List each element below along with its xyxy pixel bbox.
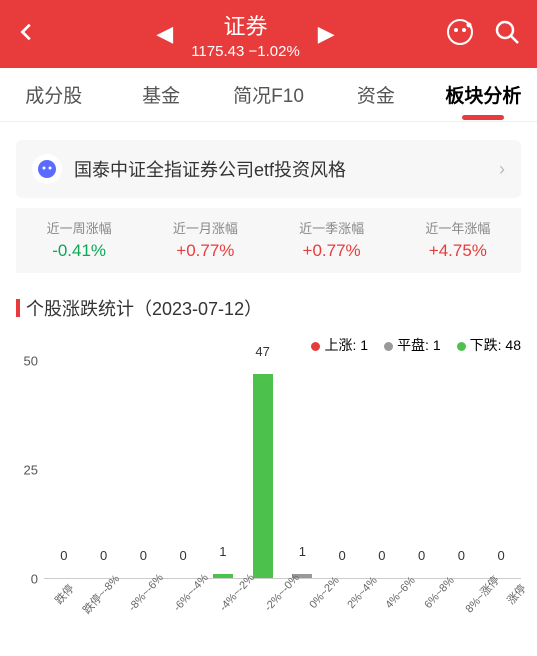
bar-column: 0 [84,361,124,578]
bar-chart: 02550 0 0 0 0 1 47 1 0 0 0 0 0 跌停跌停~-8%-8%~-6%-6%~-… [16,361,521,619]
stat-value: -0.41% [16,241,142,261]
tab[interactable]: 简况F10 [215,81,322,108]
section: 个股涨跌统计（2023-07-12） 上涨: 1平盘: 1下跌: 48 0255… [16,295,521,619]
bar-column: 0 [481,361,521,578]
tab[interactable]: 基金 [107,81,214,108]
stat-label: 近一年涨幅 [395,218,521,237]
robot-icon [32,154,62,184]
bar-column: 0 [442,361,482,578]
bar-column: 1 [203,361,243,578]
bar-value-label: 0 [458,548,465,563]
legend-dot [384,342,393,351]
stat-item: 近一月涨幅 +0.77% [142,208,268,273]
stat-value: +4.75% [395,241,521,261]
bar-value-label: 0 [60,548,67,563]
stat-label: 近一周涨幅 [16,218,142,237]
back-icon[interactable] [16,18,46,50]
y-tick: 25 [24,463,38,478]
bar-column: 0 [44,361,84,578]
bar-column: 0 [163,361,203,578]
app-header: ◀ 证券 1175.43 −1.02% ▶ [0,0,537,68]
bar-column: 0 [322,361,362,578]
bar-value-label: 1 [299,544,306,559]
x-axis: 跌停跌停~-8%-8%~-6%-6%~-4%-4%~-2%-2%~-0%0%~2… [44,579,521,619]
y-tick: 0 [31,572,38,587]
legend-item: 平盘: 1 [384,335,441,355]
chart-plot: 0 0 0 0 1 47 1 0 0 0 0 0 [44,361,521,579]
bar-value-label: 0 [378,548,385,563]
title-accent-bar [16,299,20,317]
bar-value-label: 0 [180,548,187,563]
legend-dot [457,342,466,351]
y-axis: 02550 [16,361,44,579]
etf-banner[interactable]: 国泰中证全指证券公司etf投资风格 › [16,140,521,198]
bar-column: 0 [124,361,164,578]
bar-value-label: 1 [219,544,226,559]
bar-column: 0 [362,361,402,578]
section-title: 个股涨跌统计（2023-07-12） [16,295,521,321]
bar [213,574,233,578]
bar-value-label: 0 [418,548,425,563]
stat-item: 近一周涨幅 -0.41% [16,208,142,273]
legend-dot [311,342,320,351]
bar-column: 47 [243,361,283,578]
bar-value-label: 0 [100,548,107,563]
period-stats: 近一周涨幅-0.41%近一月涨幅+0.77%近一季涨幅+0.77%近一年涨幅+4… [16,208,521,273]
tab[interactable]: 资金 [322,81,429,108]
prev-arrow-icon[interactable]: ◀ [156,21,173,47]
stat-item: 近一年涨幅 +4.75% [395,208,521,273]
stat-value: +0.77% [269,241,395,261]
chevron-right-icon: › [499,159,505,180]
bar-column: 1 [283,361,323,578]
stat-label: 近一月涨幅 [142,218,268,237]
tab[interactable]: 板块分析 [430,81,537,108]
stat-value: +0.77% [142,241,268,261]
y-tick: 50 [24,354,38,369]
bar-value-label: 0 [498,548,505,563]
stat-label: 近一季涨幅 [269,218,395,237]
search-icon[interactable] [493,18,521,51]
stat-item: 近一季涨幅 +0.77% [269,208,395,273]
bar-value-label: 47 [255,344,269,359]
tab[interactable]: 成分股 [0,81,107,108]
bar-value-label: 0 [339,548,346,563]
bar [253,374,273,578]
header-subtitle: 1175.43 −1.02% [191,43,300,60]
legend-item: 下跌: 48 [457,335,521,355]
header-title-block: 证券 1175.43 −1.02% [191,9,300,60]
bar-column: 0 [402,361,442,578]
tab-bar: 成分股基金简况F10资金板块分析 [0,68,537,122]
banner-text: 国泰中证全指证券公司etf投资风格 [74,156,346,182]
header-title: 证券 [191,9,300,41]
bar-value-label: 0 [140,548,147,563]
assistant-icon[interactable] [445,17,475,52]
next-arrow-icon[interactable]: ▶ [318,21,335,47]
legend-item: 上涨: 1 [311,335,368,355]
